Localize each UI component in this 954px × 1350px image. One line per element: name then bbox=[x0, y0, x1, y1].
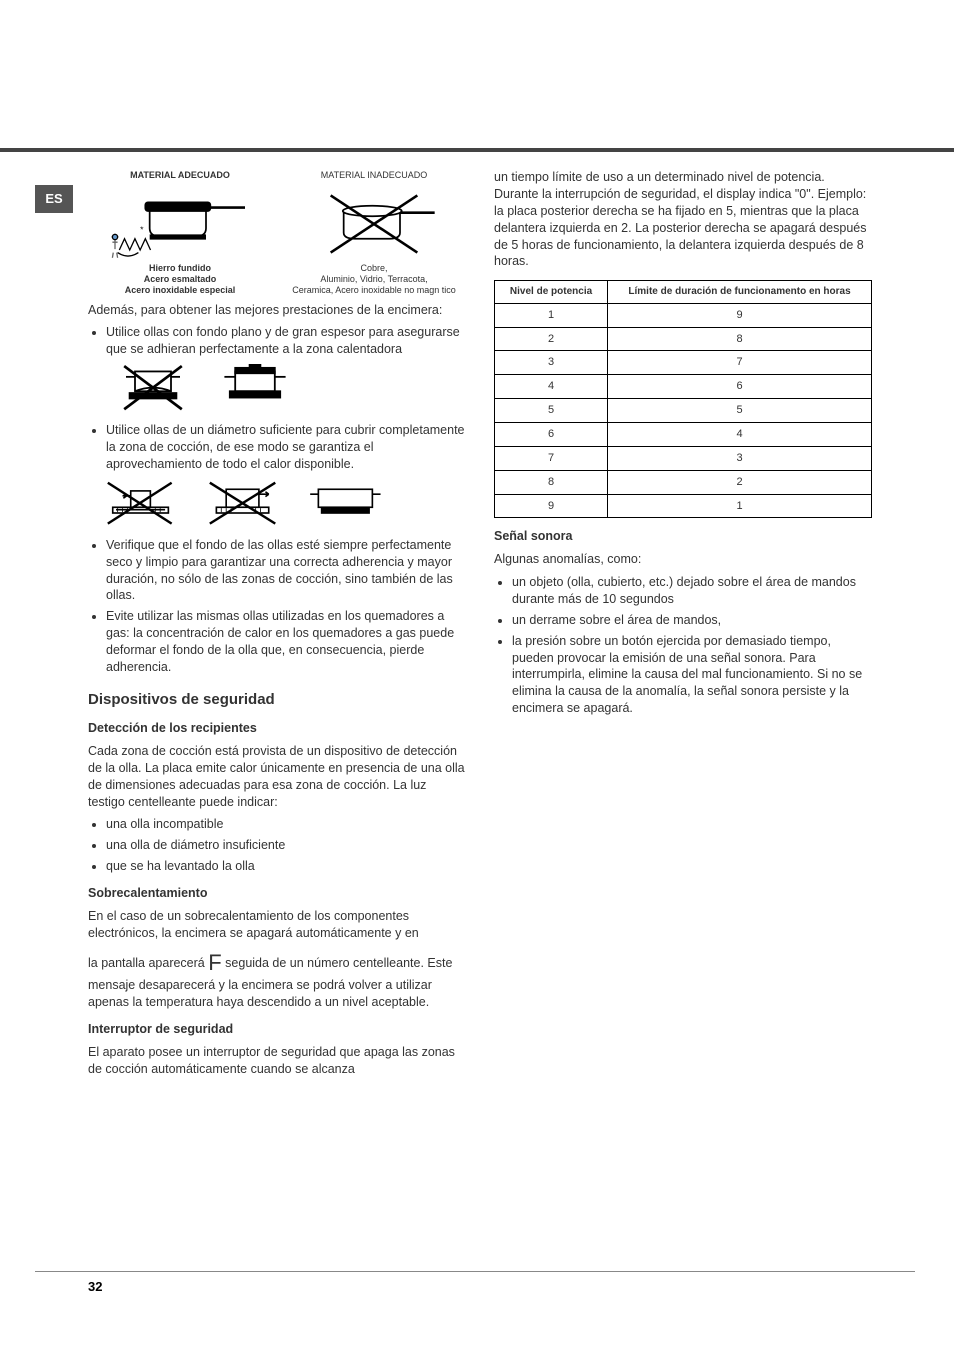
cell-level: 4 bbox=[495, 375, 608, 399]
safety-devices-heading: Dispositivos de seguridad bbox=[88, 690, 466, 710]
material-bad-line1: Cobre, bbox=[360, 263, 387, 273]
table-row: 91 bbox=[495, 494, 872, 518]
overheat-p2: la pantalla aparecerá F seguida de un nú… bbox=[88, 948, 466, 1011]
material-bad-line2: Aluminio, Vidrio, Terracota, bbox=[320, 274, 427, 284]
page-number: 32 bbox=[88, 1279, 102, 1294]
overheat-heading: Sobrecalentamiento bbox=[88, 885, 466, 902]
material-good-illustration: * bbox=[88, 185, 272, 263]
cell-level: 3 bbox=[495, 351, 608, 375]
material-good-title: MATERIAL ADECUADO bbox=[88, 169, 272, 181]
right-column: un tiempo límite de uso a un determinado… bbox=[494, 169, 872, 1084]
sound-li1: un objeto (olla, cubierto, etc.) dejado … bbox=[512, 574, 872, 608]
sound-li2: un derrame sobre el área de mandos, bbox=[512, 612, 872, 629]
th-hours: Límite de duración de funcionamento en h… bbox=[608, 281, 872, 304]
cell-level: 5 bbox=[495, 399, 608, 423]
cell-hours: 2 bbox=[608, 470, 872, 494]
material-bad-caption: Cobre, Aluminio, Vidrio, Terracota, Cera… bbox=[282, 263, 466, 295]
page-content: MATERIAL ADECUADO bbox=[88, 169, 868, 1084]
material-bad-illustration bbox=[282, 185, 466, 263]
material-good-line1: Hierro fundido bbox=[149, 263, 211, 273]
cell-level: 6 bbox=[495, 422, 608, 446]
cell-hours: 4 bbox=[608, 422, 872, 446]
sound-intro: Algunas anomalías, como: bbox=[494, 551, 872, 568]
sound-heading: Señal sonora bbox=[494, 528, 872, 545]
cell-level: 8 bbox=[495, 470, 608, 494]
overheat-p2a: la pantalla aparecerá bbox=[88, 956, 208, 970]
detection-list: una olla incompatible una olla de diámet… bbox=[88, 816, 466, 875]
tip-dry: Verifique que el fondo de las ollas esté… bbox=[106, 537, 466, 605]
material-bad-title: MATERIAL INADECUADO bbox=[282, 169, 466, 181]
switch-continuation: un tiempo límite de uso a un determinado… bbox=[494, 169, 872, 270]
tip-diameter: Utilice ollas de un diámetro suficiente … bbox=[106, 422, 466, 473]
detection-li1: una olla incompatible bbox=[106, 816, 466, 833]
cell-hours: 7 bbox=[608, 351, 872, 375]
cell-hours: 3 bbox=[608, 446, 872, 470]
sound-li3: la presión sobre un botón ejercida por d… bbox=[512, 633, 872, 717]
limits-table: Nivel de potencia Límite de duración de … bbox=[494, 280, 872, 518]
material-bad: MATERIAL INADECUADO Cobre, Alu bbox=[282, 169, 466, 296]
pot-large-good-icon bbox=[302, 479, 392, 529]
cell-level: 2 bbox=[495, 327, 608, 351]
cell-hours: 8 bbox=[608, 327, 872, 351]
detection-heading: Detección de los recipientes bbox=[88, 720, 466, 737]
tips-list-1: Utilice ollas con fondo plano y de gran … bbox=[88, 324, 466, 358]
table-row: 55 bbox=[495, 399, 872, 423]
table-row: 28 bbox=[495, 327, 872, 351]
material-good-caption: Hierro fundido Acero esmaltado Acero ino… bbox=[88, 263, 272, 295]
switch-text: El aparato posee un interruptor de segur… bbox=[88, 1044, 466, 1078]
th-level: Nivel de potencia bbox=[495, 281, 608, 304]
table-row: 82 bbox=[495, 470, 872, 494]
detection-li3: que se ha levantado la olla bbox=[106, 858, 466, 875]
table-row: 19 bbox=[495, 303, 872, 327]
table-row: 46 bbox=[495, 375, 872, 399]
table-row: 37 bbox=[495, 351, 872, 375]
material-good: MATERIAL ADECUADO bbox=[88, 169, 272, 296]
material-good-line3: Acero inoxidable especial bbox=[125, 285, 236, 295]
tip-flat-bottom: Utilice ollas con fondo plano y de gran … bbox=[106, 324, 466, 358]
top-header-bar bbox=[0, 148, 954, 152]
tips-list-2: Utilice ollas de un diámetro suficiente … bbox=[88, 422, 466, 473]
pot-medium-bad-icon bbox=[200, 479, 290, 529]
detection-li2: una olla de diámetro insuficiente bbox=[106, 837, 466, 854]
tips-list-3: Verifique que el fondo de las ollas esté… bbox=[88, 537, 466, 676]
table-header-row: Nivel de potencia Límite de duración de … bbox=[495, 281, 872, 304]
tip-gas: Evite utilizar las mismas ollas utilizad… bbox=[106, 608, 466, 676]
material-bad-line3: Ceramica, Acero inoxidable no magn tico bbox=[292, 285, 456, 295]
language-tab: ES bbox=[35, 185, 73, 213]
cell-level: 9 bbox=[495, 494, 608, 518]
table-row: 73 bbox=[495, 446, 872, 470]
cell-hours: 5 bbox=[608, 399, 872, 423]
table-row: 64 bbox=[495, 422, 872, 446]
pot-curved-bad-icon bbox=[108, 364, 198, 414]
overheat-F: F bbox=[208, 950, 221, 975]
material-good-line2: Acero esmaltado bbox=[144, 274, 217, 284]
pot-small-bad-icon bbox=[98, 479, 188, 529]
left-column: MATERIAL ADECUADO bbox=[88, 169, 466, 1084]
cell-hours: 6 bbox=[608, 375, 872, 399]
cell-level: 7 bbox=[495, 446, 608, 470]
cell-hours: 1 bbox=[608, 494, 872, 518]
material-figure: MATERIAL ADECUADO bbox=[88, 169, 466, 296]
flat-bottom-figure bbox=[108, 364, 466, 414]
intro-text: Además, para obtener las mejores prestac… bbox=[88, 302, 466, 319]
switch-heading: Interruptor de seguridad bbox=[88, 1021, 466, 1038]
overheat-p1: En el caso de un sobrecalentamiento de l… bbox=[88, 908, 466, 942]
sound-list: un objeto (olla, cubierto, etc.) dejado … bbox=[494, 574, 872, 717]
detection-text: Cada zona de cocción está provista de un… bbox=[88, 743, 466, 811]
footer-rule bbox=[35, 1271, 915, 1272]
cell-level: 1 bbox=[495, 303, 608, 327]
svg-text:*: * bbox=[140, 225, 144, 235]
pot-flat-good-icon bbox=[210, 364, 300, 414]
diameter-figure bbox=[98, 479, 466, 529]
cell-hours: 9 bbox=[608, 303, 872, 327]
